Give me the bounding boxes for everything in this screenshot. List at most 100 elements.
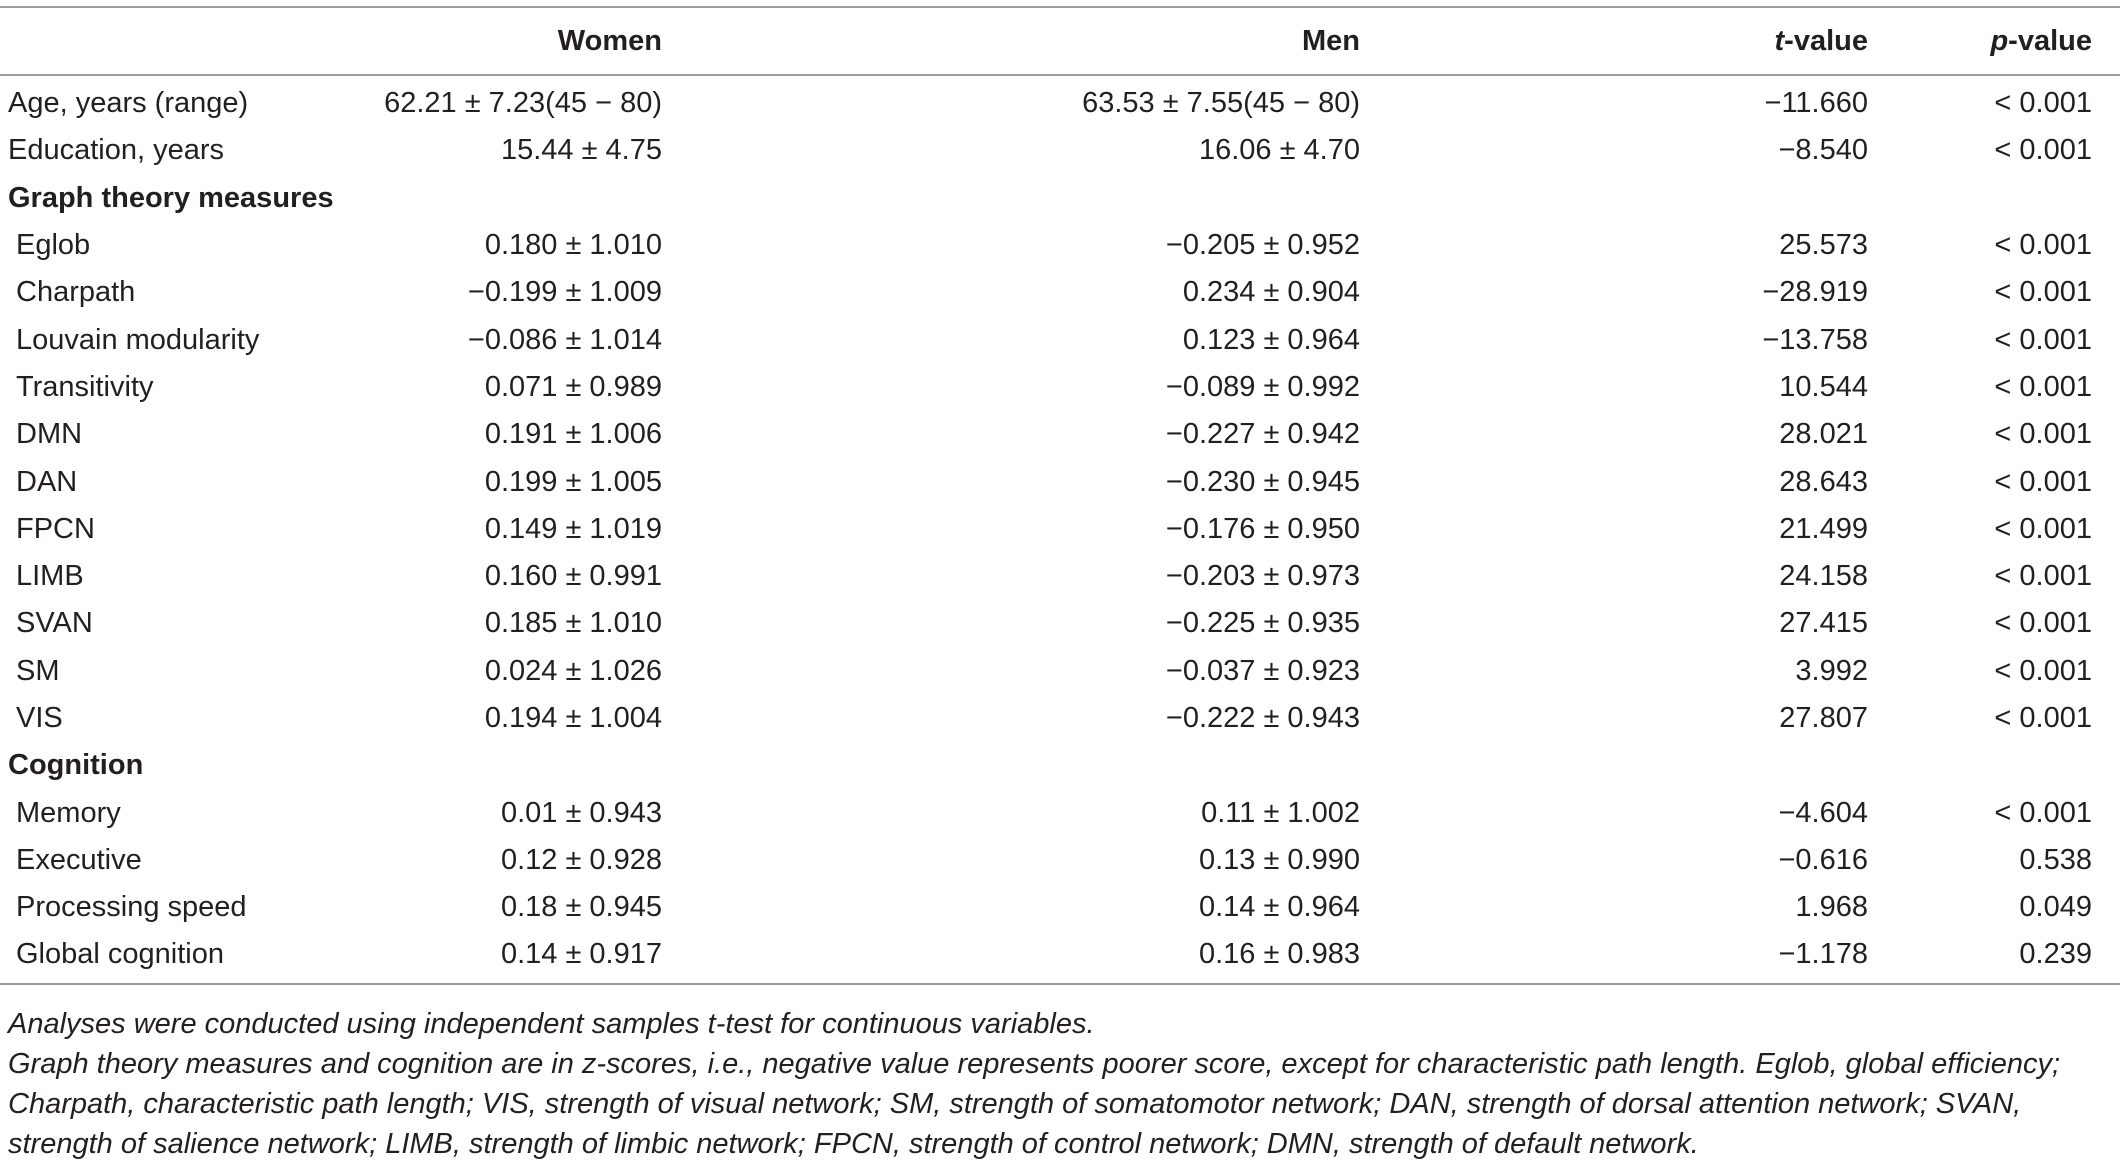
men-value: 0.234 ± 0.904 [1182,276,1360,309]
men-value: −0.176 ± 0.950 [1165,512,1360,545]
table-header: Women Men t-value p-value [0,6,2120,76]
table-row: Eglob 0.180 ± 1.010 −0.205 ± 0.952 25.573 < … [0,222,2120,269]
t-value: 28.643 [1779,465,1868,498]
women-value: 0.160 ± 0.991 [484,560,662,593]
t-value: 27.807 [1779,702,1868,734]
men-value: −0.225 ± 0.935 [1165,607,1360,640]
women-value: 0.180 ± 1.010 [484,229,662,262]
section-row: Cognition [0,742,2120,789]
row-label: Eglob [16,229,91,262]
table-row: VIS 0.194 ± 1.004 −0.222 ± 0.943 27.807 < 0.… [0,695,2120,742]
table-row: Charpath −0.199 ± 1.009 0.234 ± 0.904 −28.9… [0,269,2120,316]
table-row: Global cognition 0.14 ± 0.917 0.16 ± 0.983… [0,931,2120,985]
p-value: < 0.001 [1994,560,2092,593]
men-value: −0.230 ± 0.945 [1165,465,1360,498]
row-label: FPCN [16,512,95,545]
p-value: < 0.001 [1994,654,2092,687]
women-value: 0.149 ± 1.019 [484,512,662,545]
t-value: −0.616 [1778,843,1868,876]
table-row: FPCN 0.149 ± 1.019 −0.176 ± 0.950 21.499 < 0… [0,506,2120,553]
p-value: < 0.001 [1994,370,2092,403]
men-value: 0.123 ± 0.964 [1182,323,1360,356]
men-value: −0.203 ± 0.973 [1165,560,1360,593]
header-p-suffix: -value [2008,24,2092,57]
t-value: 3.992 [1795,654,1868,687]
p-value: 0.538 [2019,843,2092,876]
men-value: 0.16 ± 0.983 [662,931,1360,985]
row-label: Education, years [8,134,225,167]
men-value: 0.13 ± 0.990 [1198,843,1360,876]
demographics-table: Women Men t-value p-value Age, years (ra… [0,6,2120,985]
p-value: < 0.001 [1994,323,2092,356]
row-label: DAN [16,465,78,498]
header-t-value: t-value [1360,6,1868,76]
table-row: DAN 0.199 ± 1.005 −0.230 ± 0.945 28.643 < 0.… [0,458,2120,505]
women-value: −0.086 ± 1.014 [467,323,662,356]
p-value: < 0.001 [1994,276,2092,309]
t-value: −4.604 [1778,796,1868,829]
table-row: Transitivity 0.071 ± 0.989 −0.089 ± 0.992 1… [0,364,2120,411]
women-value: 0.185 ± 1.010 [484,607,662,640]
p-value: < 0.001 [1994,418,2092,451]
t-value: −13.758 [1762,323,1868,356]
t-value: 21.499 [1779,512,1868,545]
table-row: Education, years 15.44 ± 4.75 16.06 ± 4.70… [0,127,2120,174]
row-label: Memory [16,796,121,829]
section-row: Graph theory measures [0,175,2120,222]
t-value: 1.968 [1795,891,1868,924]
footnote-abbreviations: Graph theory measures and cognition are … [8,1048,2061,1160]
t-value: −11.660 [1764,87,1868,120]
row-label: Age, years (range) [8,87,249,120]
p-value: < 0.001 [1994,512,2092,545]
t-value: 10.544 [1779,370,1868,403]
table-footnotes: Analyses were conducted using independen… [8,1004,2114,1164]
t-value: 27.415 [1779,607,1868,640]
header-t-suffix: -value [1784,24,1868,57]
p-value: < 0.001 [1994,702,2092,734]
row-label: SM [16,654,60,687]
table-row: Executive 0.12 ± 0.928 0.13 ± 0.990 −0.616 0… [0,837,2120,884]
p-value: 0.049 [2019,891,2092,924]
women-value: 62.21 ± 7.23(45 − 80) [384,87,662,120]
women-value: 0.18 ± 0.945 [500,891,662,924]
p-value: < 0.001 [1994,465,2092,498]
row-label: SVAN [16,607,93,640]
women-value: 0.024 ± 1.026 [484,654,662,687]
footnote-analysis: Analyses were conducted using independen… [8,1008,1095,1040]
p-value: < 0.001 [1994,229,2092,262]
table-row: Processing speed 0.18 ± 0.945 0.14 ± 0.964… [0,884,2120,931]
women-value: 0.071 ± 0.989 [484,370,662,403]
women-value: 15.44 ± 4.75 [500,134,662,167]
header-p-value: p-value [1868,6,2120,76]
p-value: < 0.001 [1994,607,2092,640]
p-value: 0.239 [1868,931,2120,985]
table-row: SM 0.024 ± 1.026 −0.037 ± 0.923 3.992 < 0.00… [0,648,2120,695]
men-value: −0.227 ± 0.942 [1165,418,1360,451]
men-value: 0.14 ± 0.964 [1198,891,1360,924]
men-value: 0.11 ± 1.002 [1201,796,1360,829]
row-label: Processing speed [16,891,247,924]
t-value: 25.573 [1779,229,1868,262]
row-label: Charpath [16,276,136,309]
t-value: −8.540 [1778,134,1868,167]
p-value: < 0.001 [1994,796,2092,829]
men-value: −0.037 ± 0.923 [1165,654,1360,687]
men-value: −0.222 ± 0.943 [1165,702,1360,734]
table-row: Louvain modularity −0.086 ± 1.014 0.123 ± … [0,316,2120,363]
women-value: 0.01 ± 0.943 [500,796,662,829]
row-label: DMN [16,418,83,451]
women-value: 0.14 ± 0.917 [360,931,662,985]
women-value: −0.199 ± 1.009 [467,276,662,309]
t-value: −28.919 [1762,276,1868,309]
table-body: Age, years (range) 62.21 ± 7.23(45 − 80) 6… [0,75,2120,985]
t-value: 24.158 [1779,560,1868,593]
section-heading: Cognition [8,749,144,782]
t-value: 28.021 [1779,418,1868,451]
header-label-col [0,6,360,76]
p-value: < 0.001 [1994,87,2092,120]
women-value: 0.194 ± 1.004 [484,702,662,734]
row-label: VIS [16,702,63,734]
women-value: 0.191 ± 1.006 [484,418,662,451]
table-row: SVAN 0.185 ± 1.010 −0.225 ± 0.935 27.415 < 0… [0,600,2120,647]
